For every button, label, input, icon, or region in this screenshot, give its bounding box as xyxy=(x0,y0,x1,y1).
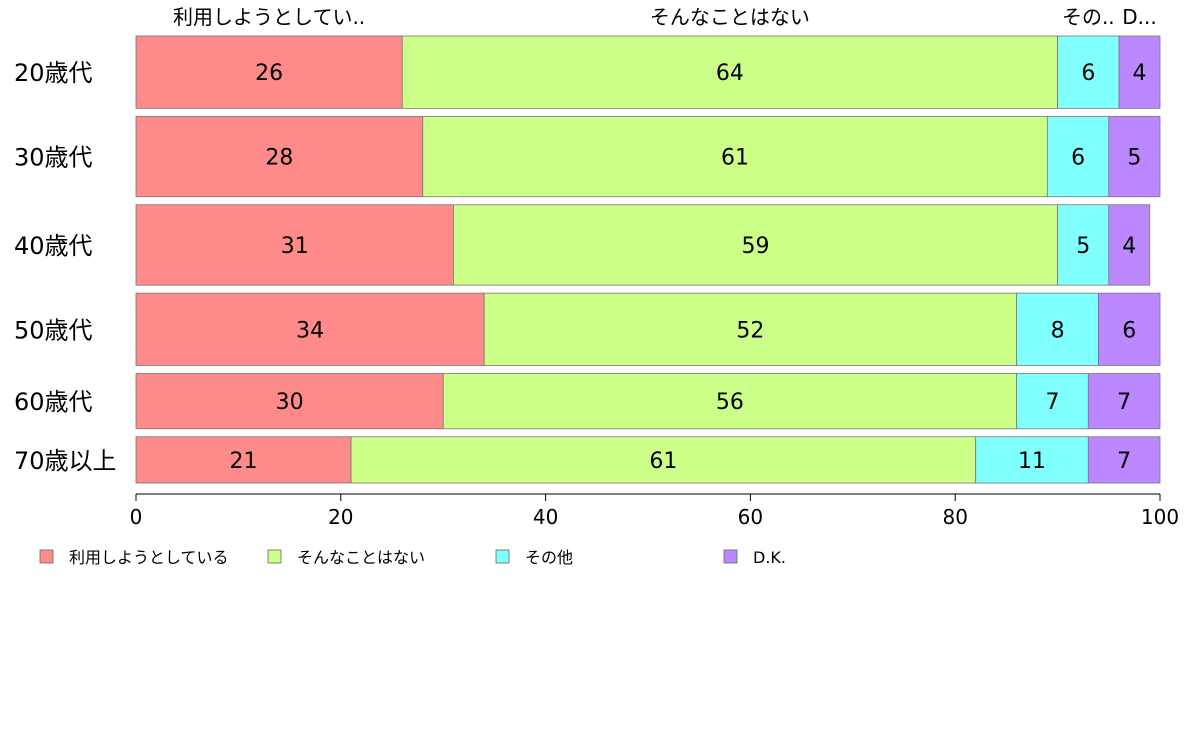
legend-label: 利用しようとしている xyxy=(69,548,229,567)
bar-segment xyxy=(1016,373,1089,430)
data-label: 5 xyxy=(1127,146,1141,171)
data-label: 61 xyxy=(649,449,677,474)
bar-segment xyxy=(1108,115,1161,198)
top-series-label: 利用しようとしてい.. xyxy=(173,5,365,29)
bar-segment xyxy=(1087,436,1161,484)
legend-swatch xyxy=(495,549,510,564)
bar-segment xyxy=(1118,35,1161,109)
top-series-label: D... xyxy=(1122,5,1156,29)
category-label: 70歳以上 xyxy=(14,447,117,475)
x-tick-label: 0 xyxy=(130,505,143,529)
bar-segment xyxy=(1046,115,1110,198)
data-label: 6 xyxy=(1071,146,1085,171)
data-label: 7 xyxy=(1045,390,1059,415)
data-label: 30 xyxy=(276,390,304,415)
data-label: 7 xyxy=(1117,449,1131,474)
category-label: 30歳代 xyxy=(14,144,93,172)
legend-swatch xyxy=(267,549,282,564)
bar-segment xyxy=(135,373,444,430)
data-label: 8 xyxy=(1051,318,1065,343)
top-series-label: そんなことはない xyxy=(650,5,810,29)
legend: 利用しようとしている そんなことはない その他 D.K. xyxy=(39,548,786,567)
category-label: 40歳代 xyxy=(14,232,93,260)
top-series-label: その.. xyxy=(1062,5,1115,29)
category-label: 50歳代 xyxy=(14,316,93,344)
data-label: 64 xyxy=(716,61,744,86)
bar-segment xyxy=(135,35,403,109)
data-label: 28 xyxy=(265,146,293,171)
data-label: 52 xyxy=(736,318,764,343)
x-tick-label: 100 xyxy=(1141,505,1179,529)
bars-group: 26 64 6 428 61 6 531 59 5 434 52 8 630 56 7 721 61 11 7 xyxy=(135,35,1161,484)
legend-label: D.K. xyxy=(753,548,786,567)
x-tick-label: 40 xyxy=(533,505,558,529)
data-label: 6 xyxy=(1122,318,1136,343)
bar-segment xyxy=(135,436,352,484)
category-label: 20歳代 xyxy=(14,59,93,87)
bar-segment xyxy=(350,436,977,484)
bar-segment xyxy=(401,35,1058,109)
legend-swatch xyxy=(39,549,54,564)
data-label: 31 xyxy=(281,234,309,259)
bar-segment xyxy=(975,436,1089,484)
data-label: 5 xyxy=(1076,234,1090,259)
category-label: 60歳代 xyxy=(14,388,93,416)
bar-segment xyxy=(135,292,485,366)
x-axis: 0 20 40 60 80 100 xyxy=(130,493,1179,529)
data-label: 21 xyxy=(230,449,258,474)
bar-segment xyxy=(453,204,1058,286)
bar-segment xyxy=(1098,292,1161,366)
bar-segment xyxy=(1087,373,1161,430)
bar-segment xyxy=(135,204,454,286)
data-label: 34 xyxy=(296,318,324,343)
bar-segment xyxy=(135,115,424,198)
data-label: 59 xyxy=(742,234,770,259)
bar-segment xyxy=(1108,204,1151,286)
bar-segment xyxy=(422,115,1048,198)
legend-swatch xyxy=(723,549,738,564)
data-label: 6 xyxy=(1081,61,1095,86)
legend-label: その他 xyxy=(525,548,573,567)
bar-segment xyxy=(442,373,1018,430)
data-label: 11 xyxy=(1018,449,1046,474)
data-label: 61 xyxy=(721,146,749,171)
bar-segment xyxy=(1016,292,1099,366)
legend-label: そんなことはない xyxy=(297,548,425,567)
bar-segment xyxy=(483,292,1018,366)
data-label: 7 xyxy=(1117,390,1131,415)
data-label: 26 xyxy=(255,61,283,86)
x-tick-label: 80 xyxy=(942,505,967,529)
data-label: 4 xyxy=(1122,234,1136,259)
data-label: 56 xyxy=(716,390,744,415)
data-label: 4 xyxy=(1133,61,1147,86)
bar-segment xyxy=(1057,35,1120,109)
x-tick-label: 20 xyxy=(328,505,353,529)
x-tick-label: 60 xyxy=(738,505,763,529)
